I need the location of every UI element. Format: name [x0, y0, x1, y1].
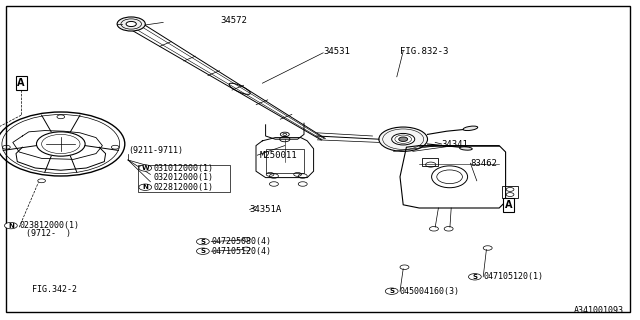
Text: 023812000(1): 023812000(1) — [19, 221, 79, 230]
Text: 34531: 34531 — [323, 47, 350, 56]
Text: 34572: 34572 — [221, 16, 248, 25]
Circle shape — [117, 17, 145, 31]
Text: (9712-  ): (9712- ) — [26, 229, 70, 238]
Text: FIG.342-2: FIG.342-2 — [32, 285, 77, 294]
Ellipse shape — [460, 147, 472, 150]
Text: S: S — [472, 274, 477, 280]
Circle shape — [139, 165, 152, 171]
Ellipse shape — [463, 126, 477, 131]
Text: S: S — [200, 248, 205, 254]
Circle shape — [385, 288, 398, 294]
Text: A: A — [505, 200, 513, 210]
Circle shape — [196, 238, 209, 245]
Bar — [138, 165, 230, 192]
Circle shape — [468, 274, 481, 280]
Text: M250011: M250011 — [259, 151, 297, 160]
Text: 032012000(1): 032012000(1) — [154, 173, 214, 182]
Text: 047205080(4): 047205080(4) — [211, 237, 271, 246]
Text: A: A — [17, 78, 25, 88]
Bar — [266, 149, 304, 173]
Text: 83462: 83462 — [470, 159, 497, 168]
Circle shape — [126, 21, 136, 27]
Circle shape — [139, 184, 152, 190]
Text: (9211-9711): (9211-9711) — [128, 146, 183, 155]
Text: N: N — [8, 223, 14, 228]
Text: S: S — [200, 239, 205, 244]
Circle shape — [392, 133, 415, 145]
Circle shape — [196, 248, 209, 254]
Text: W: W — [141, 165, 149, 171]
Text: N: N — [142, 184, 148, 190]
Text: 031012000(1): 031012000(1) — [154, 164, 214, 172]
Text: FIG.832-3: FIG.832-3 — [400, 47, 449, 56]
Text: 34341: 34341 — [442, 140, 468, 148]
Text: 047105120(4): 047105120(4) — [211, 247, 271, 256]
Text: A341001093: A341001093 — [574, 306, 624, 315]
Text: 34351A: 34351A — [250, 205, 282, 214]
Text: 045004160(3): 045004160(3) — [400, 287, 460, 296]
Circle shape — [4, 222, 17, 229]
Circle shape — [379, 127, 428, 151]
Text: S: S — [389, 288, 394, 294]
Bar — [502, 186, 518, 198]
Text: 022812000(1): 022812000(1) — [154, 183, 214, 192]
Circle shape — [399, 137, 408, 141]
Text: 047105120(1): 047105120(1) — [483, 272, 543, 281]
Bar — [422, 157, 438, 165]
